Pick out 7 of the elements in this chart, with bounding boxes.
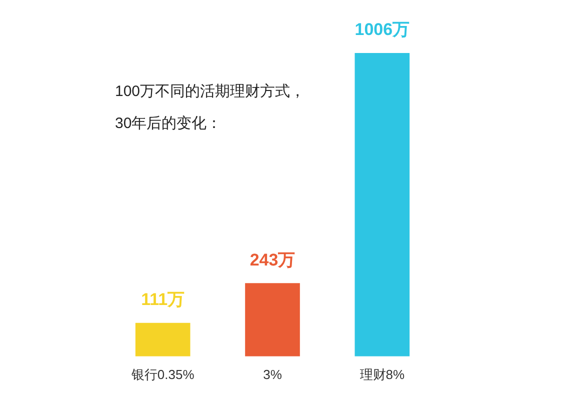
text: 100万不同的活期理财方式， 30年后的变化： (115, 82, 306, 134)
data-label: 243万 (250, 250, 296, 270)
x-tick-label: 银行0.35% (130, 366, 195, 382)
data-label: 1006万 (354, 20, 410, 40)
data-label: 111万 (141, 290, 185, 310)
x-tick-label: 3% (263, 366, 282, 382)
x-tick-label: 理财8% (360, 366, 405, 382)
